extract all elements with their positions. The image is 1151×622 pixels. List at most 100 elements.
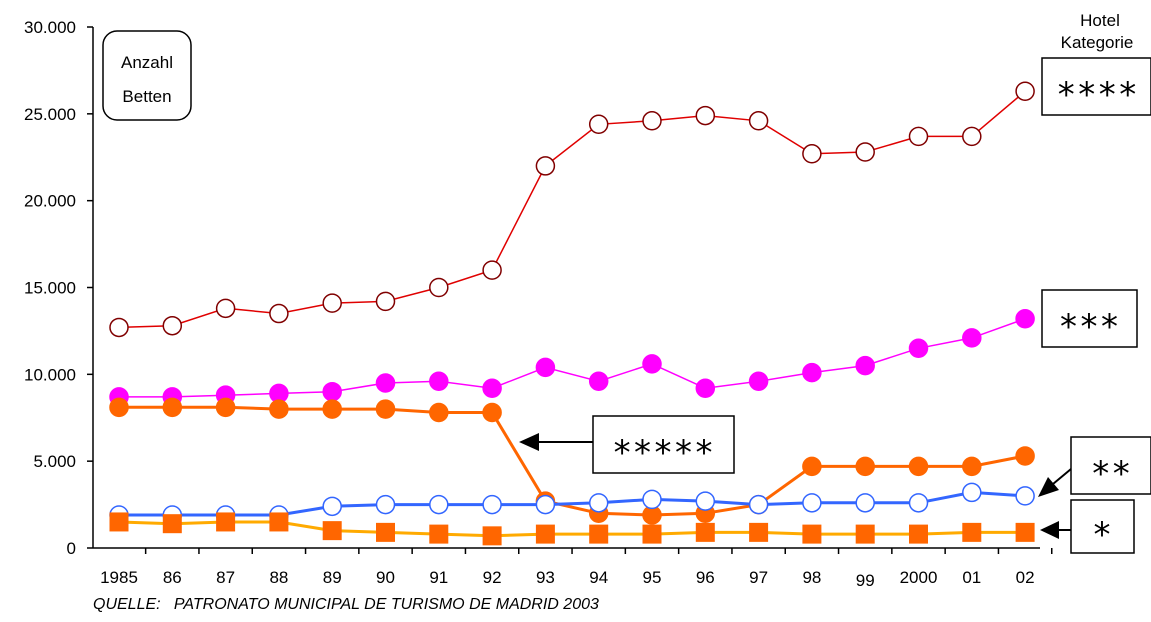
x-tick-label: 96	[696, 568, 715, 587]
data-point	[695, 522, 715, 542]
annotation-2-star-label: **	[1091, 454, 1132, 494]
annotation-4-star: ****	[1041, 57, 1151, 116]
ylabel-line-2: Betten	[122, 87, 171, 106]
data-point	[375, 291, 396, 312]
data-point	[962, 456, 982, 477]
data-point	[322, 521, 342, 541]
y-tick-label: 5.000	[33, 452, 76, 471]
ylabel-box: Anzahl Betten	[102, 30, 192, 121]
data-point	[216, 512, 236, 532]
data-point	[855, 456, 875, 477]
x-tick-label: 94	[589, 568, 608, 587]
data-point	[642, 111, 662, 131]
data-point	[962, 522, 982, 542]
data-point	[908, 126, 929, 147]
data-point	[908, 493, 929, 513]
data-point	[535, 524, 555, 544]
data-point	[909, 524, 928, 544]
data-point	[802, 144, 822, 164]
data-point	[962, 482, 982, 503]
data-point	[482, 378, 502, 398]
x-tick-label: 88	[269, 568, 288, 587]
legend-title: Hotel Kategorie	[1061, 11, 1134, 52]
data-point	[215, 397, 236, 418]
annotation-4-star-label: ****	[1056, 75, 1138, 115]
data-point	[269, 512, 289, 532]
series-line	[119, 405, 1026, 517]
data-point	[749, 522, 769, 542]
series-line	[119, 490, 1026, 517]
series-line	[118, 90, 1026, 329]
data-point	[642, 354, 662, 374]
data-point	[748, 111, 769, 131]
data-point	[482, 526, 502, 546]
data-point	[748, 371, 769, 392]
data-point	[375, 399, 396, 419]
series-line	[118, 520, 1026, 538]
x-tick-label: 1985	[100, 568, 138, 587]
x-tick-label: 99	[856, 571, 875, 590]
data-point	[908, 338, 929, 359]
data-point	[642, 524, 662, 544]
data-point	[1015, 486, 1035, 506]
data-point	[109, 397, 129, 418]
data-point	[322, 293, 342, 313]
data-point	[802, 524, 822, 544]
data-point	[482, 402, 502, 423]
series-line	[119, 318, 1026, 398]
legend-title-line-1: Hotel	[1080, 11, 1120, 30]
x-tick-label: 92	[483, 568, 502, 587]
annotation-5-star-arrowhead	[519, 433, 539, 451]
data-point	[855, 355, 875, 376]
x-tick-label: 97	[749, 568, 768, 587]
data-point	[748, 494, 769, 515]
annotation-2-star-arrowhead	[1038, 477, 1059, 497]
x-tick-label: 01	[962, 568, 981, 587]
y-tick-label: 0	[67, 539, 76, 558]
data-point	[962, 328, 982, 348]
x-tick-label: 95	[643, 568, 662, 587]
data-point	[322, 496, 342, 517]
data-point	[802, 362, 822, 383]
data-point	[269, 303, 289, 324]
data-point	[162, 315, 183, 336]
data-point	[429, 402, 449, 423]
data-point	[375, 373, 396, 393]
x-tick-label: 91	[429, 568, 448, 587]
annotation-5-star-label: *****	[612, 433, 714, 473]
x-tick-label: 87	[216, 568, 235, 587]
data-point	[855, 142, 875, 162]
series-4	[109, 482, 1035, 525]
x-tick-label: 02	[1016, 568, 1035, 587]
data-point	[162, 514, 182, 534]
data-point	[535, 494, 556, 515]
data-point	[588, 371, 609, 392]
data-point	[1015, 522, 1035, 542]
data-point	[588, 114, 609, 135]
data-point	[695, 105, 716, 126]
annotation-1-star-arrowhead	[1040, 521, 1059, 539]
data-point	[376, 522, 395, 542]
series-1	[109, 81, 1035, 338]
x-tick-label: 2000	[900, 568, 938, 587]
data-point	[482, 494, 502, 515]
data-point	[162, 397, 183, 418]
axes: 0 5.000 10.000 15.000 20.000 25.000 30.000 1985…	[24, 18, 1053, 590]
data-point	[322, 381, 342, 402]
series-layer	[109, 81, 1035, 546]
data-point	[322, 399, 342, 419]
y-tick-label: 15.000	[24, 279, 76, 298]
data-point	[1015, 446, 1035, 466]
data-point	[109, 317, 129, 338]
y-tick-label: 25.000	[24, 105, 76, 124]
annotation-2-star-arrow	[1052, 468, 1072, 485]
series-2	[109, 309, 1035, 407]
annotation-3-star: ***	[1041, 289, 1138, 348]
data-point	[802, 493, 822, 513]
data-point	[429, 371, 449, 392]
x-tick-label: 90	[376, 568, 395, 587]
x-tick-label: 93	[536, 568, 555, 587]
source-note: QUELLE: PATRONATO MUNICIPAL DE TURISMO D…	[93, 596, 599, 613]
data-point	[1015, 81, 1035, 102]
